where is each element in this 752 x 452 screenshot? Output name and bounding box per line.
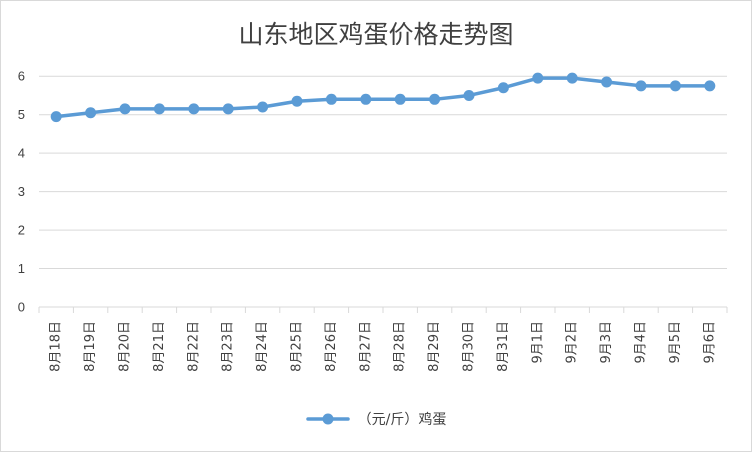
x-tick-label: 9月2日 <box>565 321 580 364</box>
y-tick-label: 0 <box>18 300 25 315</box>
y-tick-label: 3 <box>18 184 25 199</box>
x-tick-label: 8月29日 <box>427 321 442 372</box>
data-point <box>85 107 97 119</box>
data-point <box>429 93 441 105</box>
data-point <box>291 95 303 107</box>
data-point <box>188 103 200 115</box>
y-tick-label: 6 <box>18 69 25 84</box>
series-layer <box>50 72 716 123</box>
data-point <box>257 101 269 113</box>
data-point <box>119 103 131 115</box>
x-tick-label: 8月20日 <box>118 321 133 372</box>
y-tick-label: 2 <box>18 223 25 238</box>
data-point <box>566 72 578 84</box>
legend-swatch-icon <box>305 413 350 425</box>
data-point <box>635 80 647 92</box>
x-tick-label: 8月25日 <box>290 321 305 372</box>
data-point <box>222 103 234 115</box>
y-tick-label: 4 <box>18 146 25 161</box>
y-tick-label: 5 <box>18 107 25 122</box>
x-tick-label: 9月6日 <box>702 321 717 364</box>
x-tick-label: 8月21日 <box>152 321 167 372</box>
data-point <box>394 93 406 105</box>
x-tick-label: 8月23日 <box>221 321 236 372</box>
data-point <box>532 72 544 84</box>
x-tick-label: 9月4日 <box>634 321 649 364</box>
y-tick-label: 1 <box>18 261 25 276</box>
legend-label: （元/斤）鸡蛋 <box>357 412 447 428</box>
x-tick-label: 8月26日 <box>324 321 339 372</box>
x-tick-label: 8月27日 <box>358 321 373 372</box>
x-tick-label: 8月30日 <box>462 321 477 372</box>
data-point <box>601 76 613 88</box>
x-axis-ticks: 8月18日 8月19日 8月20日 8月21日 8月22日 8月23日 8月24日 8月25日… <box>49 321 718 372</box>
chart-title: 山东地区鸡蛋价格走势图 <box>238 20 514 49</box>
data-point <box>669 80 681 92</box>
series-line <box>54 76 712 119</box>
data-point <box>50 111 62 123</box>
gridlines <box>38 75 728 313</box>
data-point <box>325 93 337 105</box>
data-point <box>463 89 475 101</box>
x-tick-label: 9月1日 <box>530 321 545 364</box>
x-tick-label: 8月31日 <box>496 321 511 372</box>
x-tick-label: 9月5日 <box>668 321 683 364</box>
x-tick-label: 8月19日 <box>83 321 98 372</box>
x-tick-label: 8月28日 <box>393 321 408 372</box>
x-tick-label: 9月3日 <box>599 321 614 364</box>
data-point <box>360 93 372 105</box>
data-point <box>704 80 716 92</box>
legend: （元/斤）鸡蛋 <box>1 409 751 429</box>
x-tick-label: 8月24日 <box>255 321 270 372</box>
x-tick-label: 8月22日 <box>186 321 201 372</box>
data-point <box>153 103 165 115</box>
x-tick-label: 8月18日 <box>49 321 64 372</box>
data-point <box>497 82 509 94</box>
y-axis-ticks: 0 1 2 3 4 5 6 <box>18 69 25 315</box>
